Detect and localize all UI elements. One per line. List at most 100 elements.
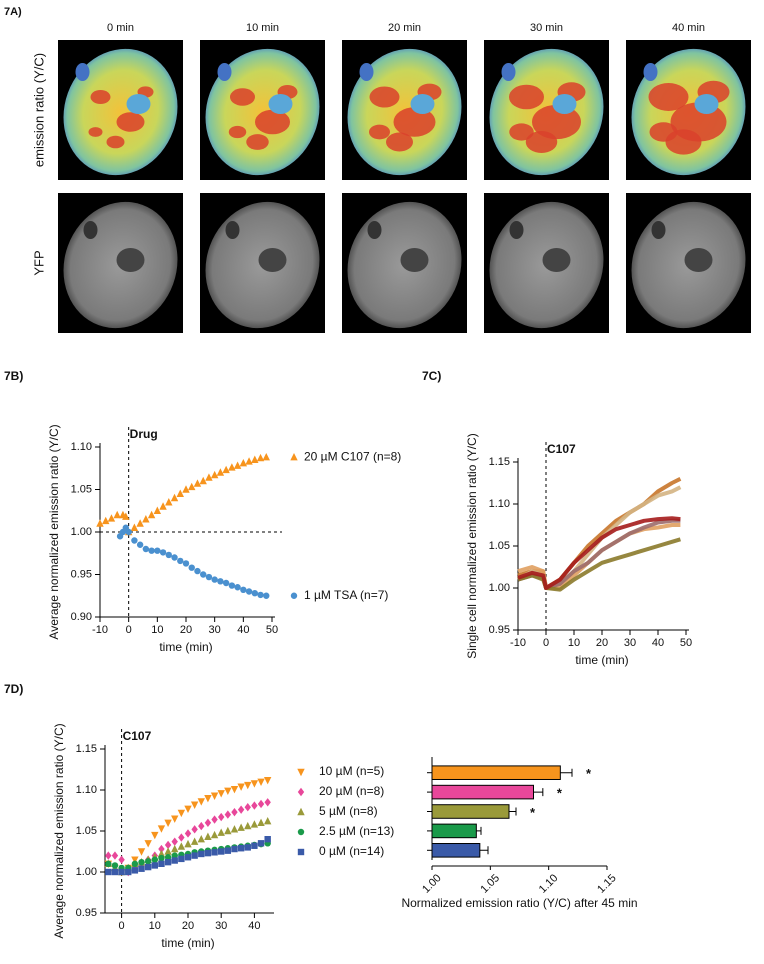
point — [244, 803, 251, 812]
point — [136, 541, 144, 548]
red-spot — [532, 104, 581, 140]
point — [193, 479, 202, 487]
point — [218, 812, 225, 822]
x-tick-label: 20 — [182, 920, 194, 932]
point — [148, 547, 155, 554]
point — [177, 557, 184, 565]
point — [176, 489, 184, 497]
red-spot — [90, 90, 111, 104]
point — [171, 857, 178, 864]
y-tick-label: 1.10 — [489, 498, 510, 510]
point — [171, 844, 179, 853]
x-tick-label: 1.05 — [478, 872, 502, 896]
point — [138, 865, 145, 872]
significance: * — [557, 786, 563, 801]
blue-spot — [126, 94, 151, 114]
point — [237, 783, 245, 791]
column-header: 20 min — [388, 22, 421, 34]
point — [217, 578, 224, 585]
column-header: 30 min — [530, 22, 563, 34]
point — [144, 858, 152, 865]
point — [171, 837, 178, 846]
x-tick-label: 0 — [126, 624, 132, 636]
legend-label: 1 µM TSA (n=7) — [304, 588, 388, 602]
x-axis-label: Normalized emission ratio (Y/C) after 45… — [401, 896, 637, 910]
y-axis-label: Average normalized emission ratio (Y/C) — [47, 424, 61, 639]
x-tick-label: 10 — [568, 637, 580, 649]
panel-label: 7D) — [4, 682, 23, 696]
point — [136, 519, 144, 527]
point — [184, 839, 192, 848]
point — [263, 776, 272, 785]
point — [151, 831, 159, 840]
x-tick-label: 20 — [180, 624, 192, 636]
point — [182, 485, 190, 493]
red-spot — [386, 132, 413, 152]
point — [251, 842, 258, 849]
x-tick-label: -10 — [510, 637, 526, 649]
point — [191, 825, 198, 834]
point — [182, 560, 190, 567]
legend-swatch — [290, 453, 298, 461]
point — [153, 506, 162, 514]
point — [198, 850, 205, 858]
red-spot — [509, 84, 544, 110]
x-tick-label: 1.00 — [420, 872, 444, 896]
red-spot — [230, 88, 255, 106]
point — [244, 821, 252, 830]
point — [263, 816, 272, 825]
x-tick-label: 10 — [151, 624, 163, 636]
dark-spot — [651, 221, 666, 239]
point — [96, 519, 104, 527]
point — [164, 847, 172, 855]
point — [257, 840, 265, 847]
blue-spot — [552, 94, 577, 114]
series-line — [517, 516, 681, 590]
legend-swatch — [297, 848, 305, 856]
x-axis-label: time (min) — [159, 640, 212, 654]
annotation: Drug — [130, 427, 158, 441]
point — [158, 844, 165, 854]
point — [205, 573, 213, 581]
y-tick-label: 1.15 — [76, 743, 97, 755]
dark-spot — [83, 221, 98, 239]
legend-label: 20 µM C107 (n=8) — [304, 449, 401, 463]
x-tick-label: 40 — [248, 920, 260, 932]
point — [231, 807, 238, 817]
y-tick-label: 1.05 — [76, 825, 97, 837]
red-spot — [369, 86, 400, 108]
point — [165, 551, 172, 559]
point — [131, 867, 139, 874]
significance: * — [530, 805, 536, 820]
point — [217, 828, 225, 836]
point — [184, 805, 192, 814]
point — [171, 815, 179, 823]
bar — [431, 823, 477, 839]
point — [125, 528, 132, 536]
y-tick-label: 1.00 — [76, 866, 97, 878]
point — [244, 844, 251, 851]
point — [122, 512, 130, 520]
point — [178, 833, 185, 842]
x-tick-label: 1.10 — [537, 872, 561, 896]
red-spot — [393, 107, 436, 137]
point — [210, 830, 219, 839]
point — [164, 858, 172, 866]
dark-spot — [258, 248, 287, 272]
point — [222, 579, 230, 587]
point — [237, 845, 245, 852]
error-bar — [509, 807, 517, 816]
point — [204, 795, 212, 803]
y-tick-label: 0.95 — [71, 568, 92, 580]
dark-spot — [225, 221, 240, 239]
bar — [431, 843, 481, 858]
point — [230, 785, 239, 794]
red-spot — [649, 122, 678, 142]
point — [257, 778, 265, 786]
point — [239, 458, 248, 467]
x-tick-label: 40 — [652, 637, 664, 649]
point — [204, 849, 212, 857]
x-tick-label: 30 — [215, 920, 227, 932]
red-spot — [106, 135, 125, 149]
x-tick-label: 30 — [209, 624, 221, 636]
